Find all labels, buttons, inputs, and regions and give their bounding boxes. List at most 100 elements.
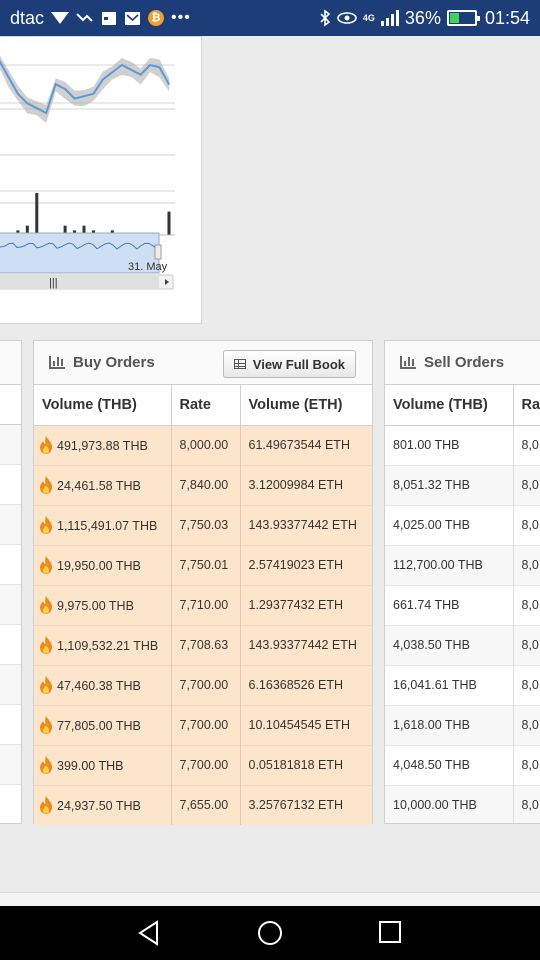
volume-eth-cell: 61.49673544 ETH bbox=[240, 424, 372, 465]
rate-cell: 8,000.00 bbox=[171, 424, 241, 465]
table-row[interactable]: 8,051.32 THB 8,0 bbox=[385, 464, 540, 505]
eye-icon bbox=[337, 12, 357, 24]
volume-thb-cell: 8,051.32 THB bbox=[385, 464, 514, 505]
table-row[interactable]: 10,000.00 THB 8,0 bbox=[385, 784, 540, 823]
volume-thb-cell: 16,041.61 THB bbox=[385, 664, 514, 705]
table-row[interactable]: 4,048.50 THB 8,0 bbox=[385, 744, 540, 785]
price-chart-card: 0031. May31. May||| bbox=[0, 36, 202, 324]
recents-icon[interactable] bbox=[378, 920, 402, 944]
table-row[interactable]: 491,973.88 THB 8,000.00 61.49673544 ETH bbox=[34, 424, 372, 465]
table-row[interactable]: 399.00 THB 7,700.00 0.05181818 ETH bbox=[34, 744, 372, 785]
volume-eth-cell: 3.25767132 ETH bbox=[240, 784, 372, 825]
table-row[interactable]: 77,805.00 THB 7,700.00 10.10454545 ETH bbox=[34, 704, 372, 745]
volume-thb-cell: 24,937.50 THB bbox=[34, 784, 172, 825]
sell-orders-table: Volume (THB) Ra 801.00 THB 8,0 8,051.32 TH… bbox=[385, 385, 540, 823]
sell-orders-panel: Sell Orders Volume (THB) Ra 801.00 THB 8,… bbox=[384, 340, 540, 824]
volume-eth-cell: 2.57419023 ETH bbox=[240, 544, 372, 585]
table-row[interactable]: 47,460.38 THB 7,700.00 6.16368526 ETH bbox=[34, 664, 372, 705]
status-bar: dtac ₿ ••• 4G 36% 01:54 bbox=[0, 0, 540, 36]
flame-icon bbox=[40, 476, 52, 494]
table-row[interactable]: 4,025.00 THB 8,0 bbox=[385, 504, 540, 545]
table-row[interactable]: 661.74 THB 8,0 bbox=[385, 584, 540, 625]
volume-thb-cell: 4,048.50 THB bbox=[385, 744, 514, 785]
table-row[interactable]: 1,618.00 THB 8,0 bbox=[385, 704, 540, 745]
volume-bar bbox=[25, 225, 29, 235]
left-panel-edge bbox=[0, 340, 22, 824]
column-header-volume-eth[interactable]: Volume (ETH) bbox=[240, 385, 372, 426]
volume-thb-cell: 4,038.50 THB bbox=[385, 624, 514, 665]
price-point bbox=[139, 73, 142, 76]
flame-icon bbox=[40, 596, 52, 614]
table-row[interactable]: 801.00 THB 8,0 bbox=[385, 424, 540, 465]
rate-cell: 7,700.00 bbox=[171, 664, 241, 705]
volume-eth-cell: 10.10454545 ETH bbox=[240, 704, 372, 745]
flame-icon bbox=[40, 556, 52, 574]
view-full-book-label: View Full Book bbox=[252, 356, 345, 372]
table-row[interactable]: 24,461.58 THB 7,840.00 3.12009984 ETH bbox=[34, 464, 372, 505]
volume-eth-cell: 143.93377442 ETH bbox=[240, 624, 372, 665]
price-point bbox=[92, 93, 95, 95]
table-row[interactable]: 112,700.00 THB 8,0 bbox=[385, 544, 540, 585]
buy-orders-table: Volume (THB) Rate Volume (ETH) 491,973.8… bbox=[34, 385, 372, 825]
rate-cell: 7,655.00 bbox=[171, 784, 241, 825]
column-header-rate[interactable]: Rate bbox=[171, 385, 241, 426]
home-icon[interactable] bbox=[256, 920, 284, 948]
calendar-icon bbox=[102, 12, 117, 25]
table-row[interactable]: 16,041.61 THB 8,0 bbox=[385, 664, 540, 705]
navigator-label: 31. May bbox=[128, 261, 168, 273]
rate-cell: 8,0 bbox=[513, 464, 540, 505]
volume-thb-cell: 47,460.38 THB bbox=[34, 664, 172, 705]
flame-icon bbox=[40, 636, 52, 654]
rate-cell: 8,0 bbox=[513, 784, 540, 823]
volume-thb-cell: 661.74 THB bbox=[385, 584, 514, 625]
buy-orders-header: Buy Orders View Full Book bbox=[34, 341, 372, 385]
flame-icon bbox=[40, 796, 52, 815]
flame-icon bbox=[40, 516, 52, 534]
navigator-window bbox=[0, 232, 160, 274]
volume-thb-cell: 1,115,491.07 THB bbox=[34, 504, 172, 545]
volume-bar bbox=[63, 225, 67, 235]
missed-call-icon bbox=[76, 13, 93, 22]
column-header-rate[interactable]: Ra bbox=[513, 385, 540, 426]
column-header-volume-thb[interactable]: Volume (THB) bbox=[34, 385, 172, 426]
price-point bbox=[73, 97, 76, 100]
rate-cell: 8,0 bbox=[513, 624, 540, 665]
volume-thb-cell: 24,461.58 THB bbox=[34, 464, 172, 505]
price-point bbox=[45, 112, 48, 114]
rate-cell: 7,700.00 bbox=[171, 704, 241, 745]
table-row[interactable]: 1,115,491.07 THB 7,750.03 143.93377442 ETH bbox=[34, 504, 372, 545]
volume-thb-cell: 399.00 THB bbox=[34, 744, 172, 785]
view-full-book-button[interactable]: View Full Book bbox=[222, 350, 356, 378]
sell-orders-title: Sell Orders bbox=[424, 354, 505, 371]
volume-eth-cell: 6.16368526 ETH bbox=[240, 664, 372, 705]
table-row[interactable]: 24,937.50 THB 7,655.00 3.25767132 ETH bbox=[34, 784, 372, 825]
price-point bbox=[26, 102, 29, 105]
navigator-handle bbox=[154, 244, 162, 260]
rate-cell: 8,0 bbox=[513, 584, 540, 625]
scrollbar-grip: ||| bbox=[49, 277, 58, 289]
bar-chart-icon bbox=[49, 356, 65, 369]
table-row[interactable]: 9,975.00 THB 7,710.00 1.29377432 ETH bbox=[34, 584, 372, 625]
back-icon[interactable] bbox=[136, 920, 162, 946]
navigator-series bbox=[0, 242, 158, 250]
price-point bbox=[120, 64, 123, 66]
price-point bbox=[35, 107, 38, 109]
page-footer-edge bbox=[0, 892, 540, 906]
scroll-right-arrow bbox=[165, 279, 169, 285]
volume-thb-cell: 19,950.00 THB bbox=[34, 544, 172, 585]
price-point bbox=[83, 95, 85, 97]
table-row[interactable]: 1,109,532.21 THB 7,708.63 143.93377442 ETH bbox=[34, 624, 372, 665]
price-chart[interactable]: 0031. May31. May||| bbox=[0, 37, 203, 325]
buy-orders-panel: Buy Orders View Full Book Volume (THB) R… bbox=[33, 340, 373, 825]
price-point bbox=[149, 64, 151, 66]
table-row[interactable]: 19,950.00 THB 7,750.01 2.57419023 ETH bbox=[34, 544, 372, 585]
price-point bbox=[17, 93, 19, 95]
flame-icon bbox=[40, 756, 52, 774]
flame-icon bbox=[40, 716, 52, 734]
volume-thb-cell: 801.00 THB bbox=[385, 424, 514, 465]
rate-cell: 8,0 bbox=[513, 504, 540, 545]
table-row[interactable]: 4,038.50 THB 8,0 bbox=[385, 624, 540, 665]
column-header-volume-thb[interactable]: Volume (THB) bbox=[385, 385, 514, 426]
rate-cell: 8,0 bbox=[513, 664, 540, 705]
wifi-icon bbox=[51, 12, 70, 24]
